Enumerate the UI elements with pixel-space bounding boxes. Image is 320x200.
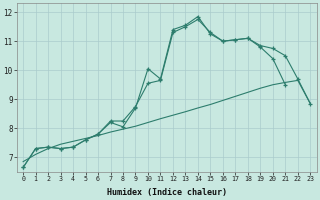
X-axis label: Humidex (Indice chaleur): Humidex (Indice chaleur) (107, 188, 227, 197)
